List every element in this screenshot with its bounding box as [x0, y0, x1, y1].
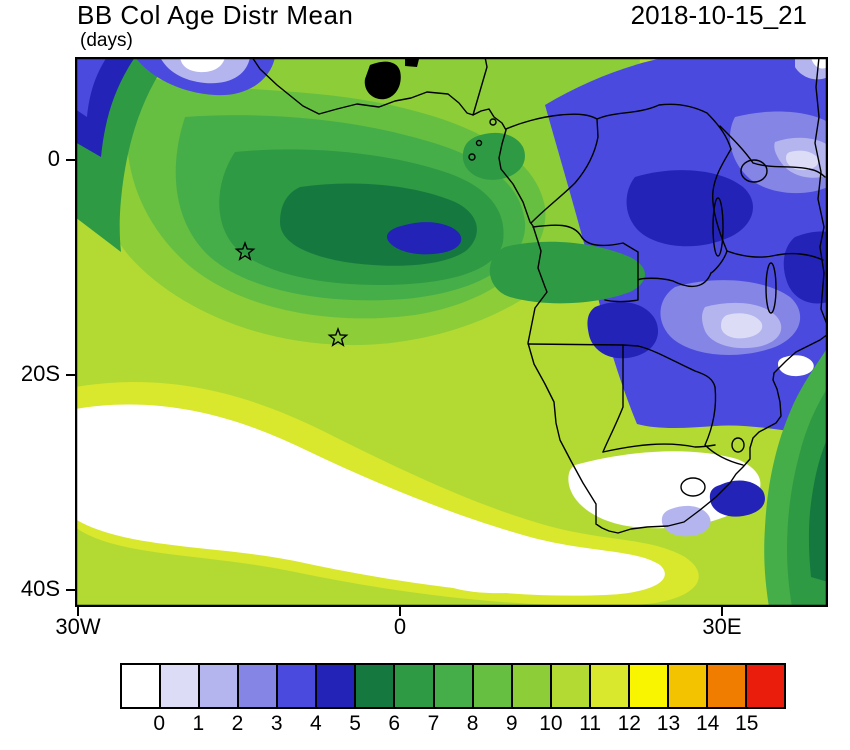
colorbar-label: 5: [349, 712, 361, 735]
contour-region-plume-darkest: [386, 222, 462, 255]
contour-region-white-swath: [75, 404, 665, 596]
island-saotome: [468, 153, 476, 161]
contour-region-white-topright: [811, 57, 828, 69]
x-axis-tick: [77, 607, 79, 616]
map-canvas: [74, 56, 829, 608]
y-axis-label-0: 0: [47, 146, 60, 171]
border-tanzania-south: [726, 250, 824, 261]
border-southafrica-botswana: [602, 443, 716, 453]
colorbar-label: 14: [695, 712, 720, 735]
coastline-borders-layer: [251, 56, 829, 534]
colorbar-label: 12: [617, 712, 641, 735]
contour-region-se-green6: [808, 437, 828, 582]
colorbar-label: 9: [505, 712, 518, 735]
border-lesotho: [680, 477, 706, 497]
contour-region-cameroon-green: [462, 132, 525, 180]
colorbar-label: 4: [310, 712, 322, 735]
contour-region-nw-blue4: [75, 57, 107, 117]
contour-region-white-southafrica: [568, 451, 761, 529]
page-title: BB Col Age Distr Mean: [77, 0, 354, 30]
colorbar-cell: [666, 663, 708, 709]
colorbar-label: 6: [388, 712, 401, 735]
star-marker: [327, 326, 349, 347]
border-swaziland: [731, 437, 745, 453]
border-drc-east: [710, 148, 732, 274]
contour-region-white-south: [426, 550, 559, 594]
border-car-drc-north: [505, 103, 732, 150]
colorbar-cell: [237, 663, 279, 709]
border-tanzania-north: [719, 125, 826, 178]
border-nigeria-cameroon: [472, 56, 488, 116]
colorbar-cell: [315, 663, 357, 709]
star-marker: [234, 240, 256, 261]
colorbar-label: 11: [579, 712, 602, 735]
colorbar-label: 10: [539, 712, 563, 735]
contour-fill-layers: [75, 57, 828, 607]
border-angola-south: [527, 343, 716, 388]
contour-region-light1-b: [786, 150, 819, 171]
colorbar-cell: [159, 663, 201, 709]
island-bioko: [489, 118, 497, 126]
colorbar-label: 0: [153, 712, 166, 735]
y-axis-tick: [66, 159, 75, 161]
colorbar-label: 2: [231, 712, 244, 735]
colorbar-cell: [276, 663, 318, 709]
colorbar-cell: [588, 663, 630, 709]
contour-dense-spot: [364, 59, 419, 100]
x-axis-tick: [399, 607, 401, 616]
colorbar-cell: [198, 663, 240, 709]
contour-region-light1-a: [721, 313, 763, 339]
contour-region-top-white: [180, 57, 225, 73]
colorbar-label: 1: [192, 712, 205, 735]
x-axis-label-30e: 30E: [702, 614, 742, 639]
y-axis-label-40s: 40S: [20, 576, 60, 601]
station-markers-layer: [234, 240, 349, 347]
coastline-east: [814, 56, 829, 328]
colorbar-cell: [120, 663, 162, 709]
colorbar-labels: 0 1 2 3 4 5 6 7 8 9 10 11 12 13 14 15: [120, 712, 786, 738]
colorbar-cell: [627, 663, 669, 709]
y-axis-label-20s: 20S: [20, 361, 60, 386]
contour-region-blue5-a: [626, 170, 753, 247]
contour-region-blue5-sa: [709, 480, 765, 517]
x-axis-label-30w: 30W: [55, 614, 101, 639]
colorbar-label: 13: [656, 712, 681, 735]
x-axis-tick: [721, 607, 723, 616]
colorbar-cell: [471, 663, 513, 709]
border-drc-south: [604, 272, 712, 303]
y-axis-tick: [66, 374, 75, 376]
colorbar-cell: [549, 663, 591, 709]
colorbar-cell: [393, 663, 435, 709]
border-angola-north: [532, 224, 639, 281]
colorbar-cell: [432, 663, 474, 709]
colorbar-cell: [510, 663, 552, 709]
map-frame: [74, 56, 829, 608]
lake-malawi: [765, 262, 777, 314]
colorbar-label: 3: [270, 712, 283, 735]
contour-region-green-tongue: [489, 241, 645, 304]
contour-region-blue5-c: [783, 231, 828, 304]
lake-victoria: [740, 159, 768, 183]
colorbar-label: 8: [466, 712, 479, 735]
island-principe: [475, 139, 483, 147]
border-namibia-botswana: [602, 344, 624, 453]
colorbar-cell: [705, 663, 747, 709]
colorbar-cell: [745, 663, 787, 709]
y-axis-tick: [66, 589, 75, 591]
colorbar: [120, 663, 787, 709]
colorbar-label: 7: [427, 712, 440, 735]
border-congo-river: [530, 118, 599, 224]
units-label: (days): [80, 30, 133, 51]
x-axis-label-0: 0: [393, 614, 407, 639]
lake-tanganyika: [712, 197, 724, 257]
map-border: [74, 56, 829, 608]
colorbar-label: 15: [735, 712, 759, 735]
colorbar-cell: [354, 663, 396, 709]
coastline-west-south: [251, 56, 829, 534]
border-zimbabwe-mozambique: [704, 386, 744, 466]
timestamp-label: 2018-10-15_21: [630, 0, 807, 30]
